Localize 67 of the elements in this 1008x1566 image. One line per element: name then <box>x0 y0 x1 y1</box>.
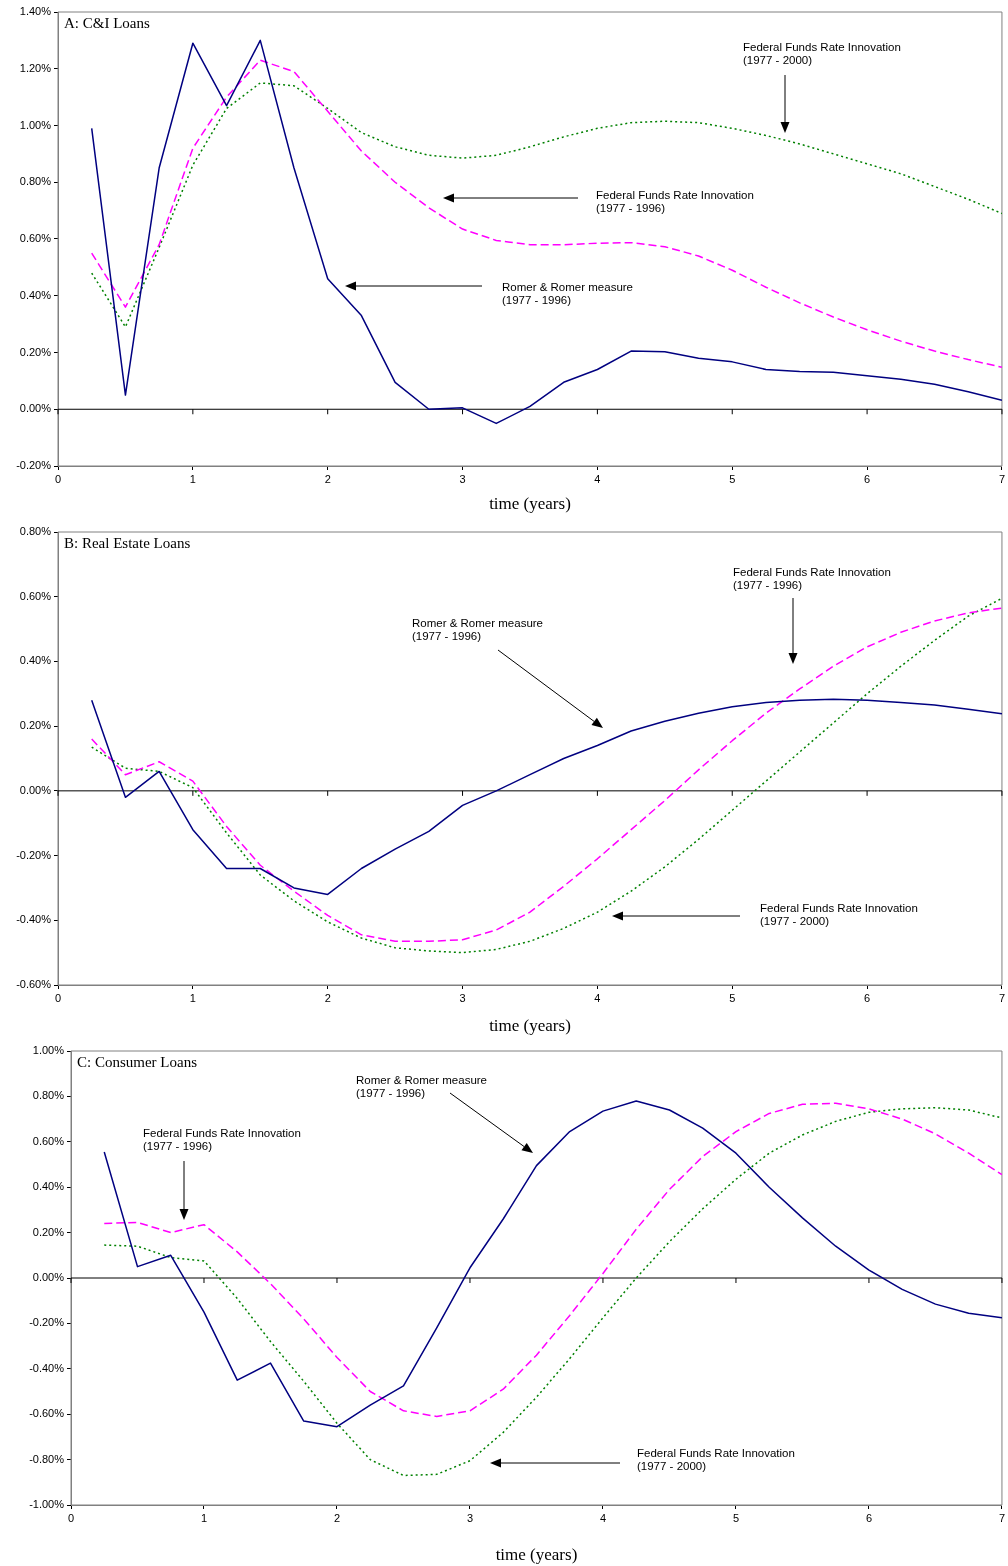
y-tick-label: 0.00% <box>19 402 52 415</box>
annotation: Romer & Romer measure (1977 - 1996) <box>502 280 634 306</box>
x-tick-label: 6 <box>864 472 871 485</box>
y-tick-label: 0.80% <box>19 175 52 188</box>
y-tick-label: -0.20% <box>16 459 52 472</box>
x-axis-title: time (years) <box>489 494 571 514</box>
y-tick-label: 1.00% <box>32 1044 65 1057</box>
annotation: Federal Funds Rate Innovation (1977 - 1996) <box>733 565 891 591</box>
y-tick-label: 0.20% <box>32 1225 65 1238</box>
x-tick-label: 2 <box>333 1511 341 1524</box>
x-tick-label: 3 <box>459 991 466 1004</box>
y-tick-label: 0.00% <box>19 783 52 796</box>
y-tick-label: -0.80% <box>29 1452 65 1465</box>
chart-title: B: Real Estate Loans <box>64 535 191 552</box>
y-tick-label: -0.20% <box>16 848 52 861</box>
y-tick-label: 0.40% <box>32 1180 65 1193</box>
annotation: Romer & Romer measure (1977 - 1996) <box>356 1073 488 1099</box>
y-tick-label: -0.60% <box>16 978 52 991</box>
x-tick-label: 7 <box>998 472 1005 485</box>
annotation: Federal Funds Rate Innovation (1977 - 1996) <box>596 188 754 214</box>
y-tick-label: 0.60% <box>19 232 52 245</box>
annotation: Federal Funds Rate Innovation (1977 - 2000) <box>637 1446 795 1472</box>
annotation: Romer & Romer measure (1977 - 1996) <box>412 616 544 642</box>
y-tick-label: 0.20% <box>19 719 52 732</box>
y-tick-label: 1.40% <box>19 5 52 18</box>
annotation: Federal Funds Rate Innovation (1977 - 1996) <box>143 1126 301 1152</box>
y-tick-label: 0.40% <box>19 654 52 667</box>
y-tick-label: 0.80% <box>32 1089 65 1102</box>
annotation: Federal Funds Rate Innovation (1977 - 2000) <box>760 901 918 927</box>
x-tick-label: 5 <box>729 991 736 1004</box>
x-tick-label: 1 <box>189 991 196 1004</box>
x-tick-label: 2 <box>324 472 331 485</box>
x-tick-label: 6 <box>864 991 871 1004</box>
y-tick-label: -1.00% <box>29 1498 65 1511</box>
y-tick-label: -0.40% <box>16 913 52 926</box>
x-tick-label: 5 <box>729 472 736 485</box>
x-axis-title: time (years) <box>495 1545 578 1565</box>
x-tick-label: 7 <box>998 991 1005 1004</box>
annotation: Federal Funds Rate Innovation (1977 - 2000) <box>743 40 901 66</box>
x-tick-label: 7 <box>998 1511 1005 1524</box>
x-tick-label: 2 <box>324 991 331 1004</box>
x-tick-label: 3 <box>466 1511 474 1524</box>
x-tick-label: 5 <box>732 1511 740 1524</box>
y-tick-label: -0.60% <box>29 1407 65 1420</box>
x-tick-label: 0 <box>54 472 62 485</box>
x-tick-label: 4 <box>594 472 601 485</box>
x-tick-label: 6 <box>865 1511 873 1524</box>
y-tick-label: -0.40% <box>29 1361 65 1374</box>
y-tick-label: 0.60% <box>32 1134 65 1147</box>
x-tick-label: 1 <box>200 1511 208 1524</box>
x-tick-label: 0 <box>54 991 62 1004</box>
y-tick-label: 1.20% <box>19 61 52 74</box>
x-tick-label: 3 <box>459 472 466 485</box>
y-tick-label: 0.20% <box>19 345 52 358</box>
x-tick-label: 4 <box>594 991 601 1004</box>
x-tick-label: 0 <box>67 1511 75 1524</box>
x-tick-label: 1 <box>189 472 196 485</box>
chart-title: A: C&I Loans <box>64 15 150 32</box>
y-tick-label: 0.00% <box>32 1271 65 1284</box>
y-tick-label: 0.40% <box>19 288 52 301</box>
y-tick-label: 0.60% <box>19 589 52 602</box>
x-tick-label: 4 <box>599 1511 607 1524</box>
y-tick-label: -0.20% <box>29 1316 65 1329</box>
y-tick-label: 0.80% <box>19 525 52 538</box>
y-tick-label: 1.00% <box>19 118 52 131</box>
chart-title: C: Consumer Loans <box>77 1054 198 1071</box>
x-axis-title: time (years) <box>489 1016 571 1036</box>
